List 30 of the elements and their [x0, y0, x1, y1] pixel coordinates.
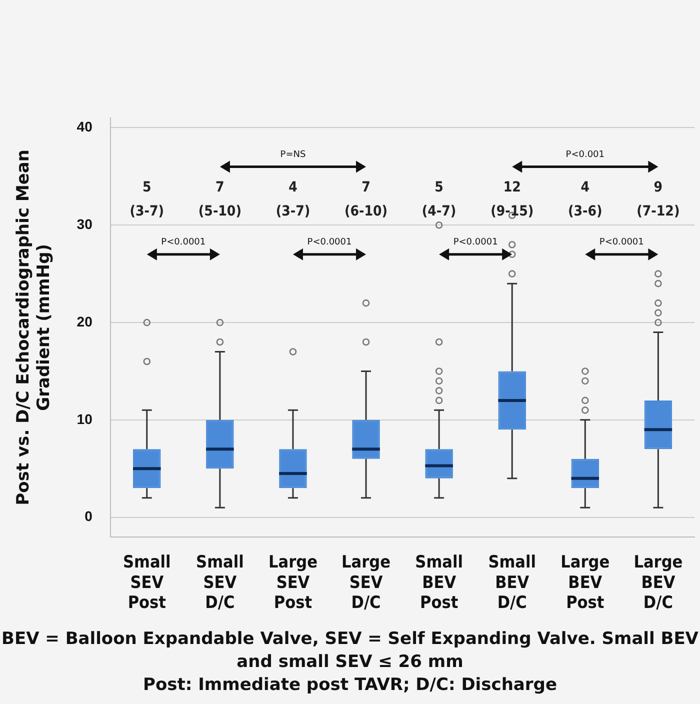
x-tick-label: Large SEV Post	[268, 552, 318, 614]
annotation: P<0.0001	[161, 238, 206, 248]
annotation: 5 (4-7)	[422, 180, 456, 220]
y-tick-label: 10	[76, 410, 93, 427]
annotation: 12 (9-15)	[490, 180, 534, 220]
text: Post: Immediate post TAVR; D/C: Discharge	[142, 674, 558, 697]
annotation: P<0.0001	[307, 238, 352, 248]
y-axis-title: Post vs. D/C Echocardiographic Mean Gradient (mmHg)	[14, 149, 54, 506]
annotation: 5 (3-7)	[130, 180, 164, 220]
x-tick-label: Large SEV D/C	[342, 552, 390, 614]
annotation: 4 (3-6)	[568, 180, 602, 220]
annotation: 4 (3-7)	[276, 180, 310, 220]
annotation: P<0.001	[566, 150, 605, 160]
y-tick-label: 30	[76, 216, 93, 232]
text: BEV = Balloon Expandable Valve, SEV = Self Expanding Valve. Small BEV and small SEV ≤ 26 mm	[0, 628, 700, 674]
annotation: P<0.0001	[599, 238, 644, 248]
annotation: P<0.0001	[453, 238, 498, 248]
annotation: 9 (7-12)	[636, 180, 680, 220]
x-tick-label: Small SEV Post	[123, 552, 171, 614]
annotation: 7 (6-10)	[344, 180, 388, 220]
y-tick-label: 0	[84, 508, 93, 524]
x-tick-label: Large BEV Post	[560, 552, 610, 614]
x-tick-label: Small SEV D/C	[196, 552, 244, 614]
annotation: P=NS	[280, 150, 306, 160]
y-tick-label: 20	[76, 313, 93, 330]
annotation: 7 (5-10)	[198, 180, 242, 220]
x-tick-label: Small BEV D/C	[488, 552, 536, 614]
y-tick-label: 40	[76, 118, 93, 135]
x-tick-label: Large BEV D/C	[634, 552, 683, 614]
x-tick-label: Small BEV Post	[415, 552, 463, 614]
